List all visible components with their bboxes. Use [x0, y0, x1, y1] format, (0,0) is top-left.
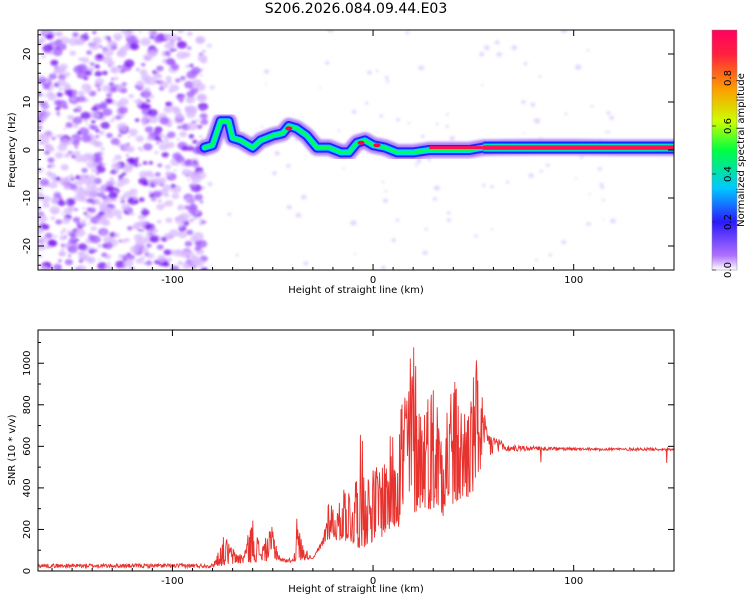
y-tick-label: 10	[22, 96, 33, 109]
y-tick-label: 400	[22, 478, 33, 497]
colorbar-tick-label: 0.0	[723, 262, 734, 278]
signal-band-green	[203, 119, 674, 154]
colorbar-tick-label: 0.2	[723, 214, 734, 230]
colorbar-ticks: 0.0 0.2 0.4 0.6 0.8	[712, 70, 734, 278]
colorbar-gradient	[712, 30, 737, 270]
x-tick-label: -100	[161, 576, 184, 587]
signal-hotspot	[285, 126, 293, 131]
snr-y-label: SNR (10 * v/v)	[7, 414, 18, 485]
x-tick-label: -100	[161, 275, 184, 286]
y-tick-label: 0	[22, 147, 33, 153]
x-tick-label: 100	[564, 576, 583, 587]
y-tick-label: 1000	[22, 351, 33, 376]
signal-dashed-core	[429, 146, 484, 150]
spectrogram-x-label: Height of straight line (km)	[288, 285, 424, 296]
colorbar-label: Normalized spectral amplitude	[736, 73, 747, 227]
y-tick-label: -10	[22, 190, 33, 206]
spectrogram-image	[38, 30, 674, 270]
y-tick-label: 800	[22, 395, 33, 414]
x-tick-label: 0	[370, 576, 376, 587]
signal-hotspot	[357, 140, 365, 145]
y-tick-label: 200	[22, 520, 33, 539]
colorbar-tick-label: 0.8	[723, 70, 734, 86]
figure-title: S206.2026.084.09.44.E03	[265, 1, 448, 17]
y-tick-label: 600	[22, 437, 33, 456]
y-tick-label: -20	[22, 238, 33, 254]
y-tick-label: 0	[22, 568, 33, 574]
spectrogram-signal	[196, 113, 674, 161]
snr-plot-area	[38, 347, 674, 570]
x-tick-label: 0	[370, 275, 376, 286]
x-tick-label: 100	[564, 275, 583, 286]
snr-x-label: Height of straight line (km)	[288, 584, 424, 595]
y-tick-label: 20	[22, 48, 33, 61]
snr-frame	[37, 329, 675, 572]
colorbar-tick-label: 0.6	[723, 118, 734, 134]
colorbar-frame	[711, 29, 738, 271]
signal-steady-core	[483, 145, 674, 150]
spectrogram-noise-region	[38, 30, 616, 270]
spectrogram-y-label: Frequency (Hz)	[7, 112, 18, 188]
snr-series-line	[38, 347, 674, 570]
signal-hotspot	[373, 143, 381, 148]
colorbar: 0.0 0.2 0.4 0.6 0.8 Normalized spectral ampl…	[711, 29, 747, 278]
colorbar-tick-label: 0.4	[723, 166, 734, 182]
